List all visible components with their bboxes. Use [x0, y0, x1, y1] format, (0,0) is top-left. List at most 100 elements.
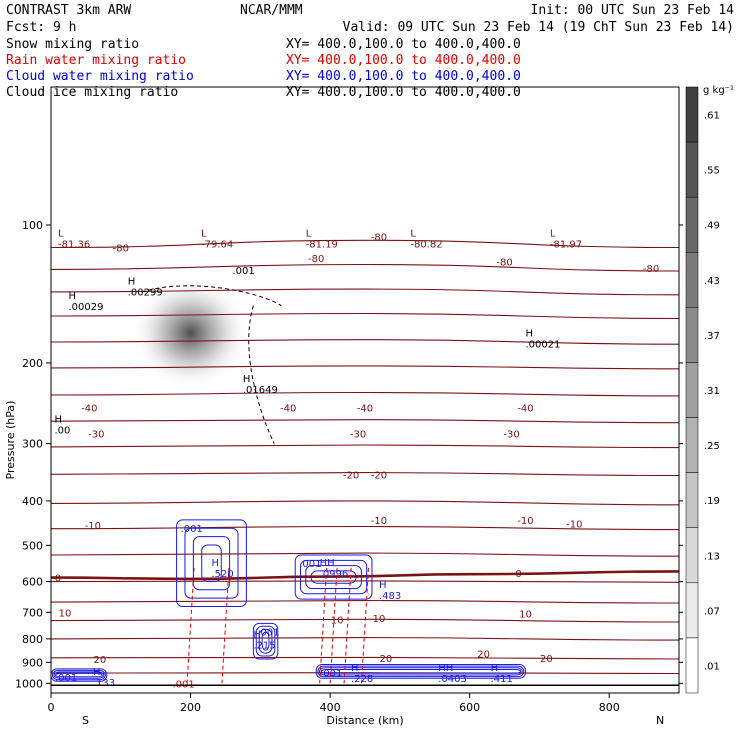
cloud-water-blob-1-ring-0 [294, 554, 373, 600]
colorbar-segment-10 [685, 637, 699, 694]
colorbar-segment-7 [685, 472, 699, 528]
x-tick-label-4: 800 [599, 701, 620, 714]
y-tick-label-4: 500 [22, 539, 43, 552]
x-tick-label-3: 600 [459, 701, 480, 714]
extreme-value-14: .215 [253, 641, 275, 652]
extreme-mark-17: H [491, 663, 499, 674]
x-tick-label-1: 200 [180, 701, 201, 714]
cloud-water-blob-3-ring-2 [318, 667, 523, 676]
extreme-value-6: .00299 [128, 288, 163, 299]
center-label: NCAR/MMM [240, 3, 303, 18]
extreme-mark-4: L [550, 229, 556, 240]
temp-label-15: -10 [371, 516, 387, 527]
x-right-endpoint: N [656, 714, 664, 727]
cloud-water-blob-2-ring-3 [261, 631, 270, 651]
colorbar-label-10: .61 [704, 111, 720, 122]
cloud-water-blob-4-ring-1 [51, 669, 106, 681]
temp-label-11: -30 [503, 429, 519, 440]
extreme-value-2: -81.19 [306, 240, 338, 251]
temp-label-2: -80 [496, 257, 512, 268]
colorbar-segment-0 [685, 86, 699, 143]
extreme-value-15: .228 [351, 674, 373, 685]
cloud-water-blob-0-ring-0 [176, 519, 247, 608]
plot-area: .001.001.001.001.001 .001 .001 -80-80-80… [51, 229, 679, 690]
cloud-water-label-1: .001 [299, 559, 321, 570]
rain-water-line-5 [361, 567, 369, 684]
extreme-value-8: .01649 [243, 385, 278, 396]
cloud-water-blob-0-ring-2 [192, 536, 231, 591]
extreme-value-9: .00 [54, 426, 70, 437]
extreme-mark-16: HH [438, 663, 453, 674]
temp-label-0: -80 [113, 244, 129, 255]
snow-contours: .001 [141, 266, 282, 444]
temp-label-24: 20 [93, 655, 106, 666]
valid-time: Valid: 09 UTC Sun 23 Feb 14 (19 ChT Sun … [343, 20, 734, 35]
extreme-mark-5: H [68, 291, 76, 302]
y-tick-label-5: 600 [22, 576, 43, 589]
colorbar-label-7: .43 [704, 276, 720, 287]
extreme-value-3: -80.82 [410, 240, 442, 251]
cloud-water-label-0: .001 [181, 524, 203, 535]
temp-label-27: 20 [540, 654, 553, 665]
temp-label-10: -30 [350, 429, 366, 440]
y-tick-label-6: 700 [22, 606, 43, 619]
temp-contour-12 [51, 552, 679, 557]
colorbar-segment-9 [685, 582, 699, 639]
colorbar-label-1: .07 [704, 606, 720, 617]
xy-cloud-ice: XY= 400.0,100.0 to 400.0,400.0 [286, 85, 521, 100]
rain-water-line-4 [343, 567, 352, 684]
xy-cloud-water: XY= 400.0,100.0 to 400.0,400.0 [286, 69, 521, 84]
extreme-mark-13: H [93, 667, 101, 678]
xy-snow: XY= 400.0,100.0 to 400.0,400.0 [286, 37, 521, 52]
plot-frame [50, 86, 680, 694]
cloud-water-blob-1-ring-1 [300, 559, 368, 595]
colorbar-label-8: .49 [704, 221, 720, 232]
temp-label-21: 10 [331, 615, 344, 626]
cloud-water-label-4: .001 [55, 673, 77, 684]
extreme-mark-10: H [211, 558, 219, 569]
extreme-value-10: .520 [211, 569, 233, 580]
legend-snow: Snow mixing ratio [6, 37, 139, 52]
forecast-hour: Fcst: 9 h [6, 20, 76, 35]
colorbar-label-4: .25 [704, 441, 720, 452]
extreme-value-16: .0403 [438, 674, 467, 685]
temp-label-7: -40 [357, 403, 373, 414]
cloud-water-blob-4-ring-0 [51, 668, 108, 682]
colorbar-unit: g kg⁻¹ [703, 85, 734, 96]
colorbar-label-2: .13 [704, 551, 720, 562]
temp-contour-7 [51, 419, 679, 424]
colorbar-label-3: .19 [704, 496, 720, 507]
y-tick-label-8: 900 [22, 656, 43, 669]
temp-contour-2 [51, 288, 679, 296]
snow-label: .001 [232, 266, 254, 277]
cloud-water-blob-4-ring-2 [53, 671, 105, 679]
temp-contour-18 [51, 672, 679, 675]
extreme-mark-2: L [306, 229, 312, 240]
cloud-ice-shading [131, 276, 250, 390]
y-tick-label-7: 800 [22, 633, 43, 646]
temp-label-1: -80 [371, 233, 387, 244]
extreme-value-5: .00029 [68, 302, 103, 313]
cloud-water-blob-1-ring-2 [305, 565, 362, 589]
colorbar-segment-4 [685, 307, 699, 363]
cloud-water-blob-2-ring-0 [252, 622, 279, 660]
cloud-water-label-3: .001 [320, 669, 342, 680]
x-left-endpoint: S [82, 714, 89, 727]
ice-shade-0 [131, 276, 250, 390]
temp-label-26: 20 [477, 649, 490, 660]
temp-label-19: 0 [515, 569, 521, 580]
colorbar-label-0: .01 [704, 661, 720, 672]
colorbar-segment-5 [685, 362, 699, 418]
y-tick-label-3: 400 [22, 495, 43, 508]
x-tick-label-0: 0 [48, 701, 55, 714]
temp-label-6: -40 [280, 403, 296, 414]
temperature-contours [51, 239, 679, 675]
extreme-mark-9: H [54, 415, 62, 426]
extreme-value-11: .0996 [320, 569, 349, 580]
extreme-mark-14: H [253, 630, 261, 641]
rain-water-line-1 [221, 567, 230, 684]
temp-label-5: -40 [81, 403, 97, 414]
temp-contour-zero [51, 570, 679, 581]
rain-water-line-3 [329, 567, 338, 684]
